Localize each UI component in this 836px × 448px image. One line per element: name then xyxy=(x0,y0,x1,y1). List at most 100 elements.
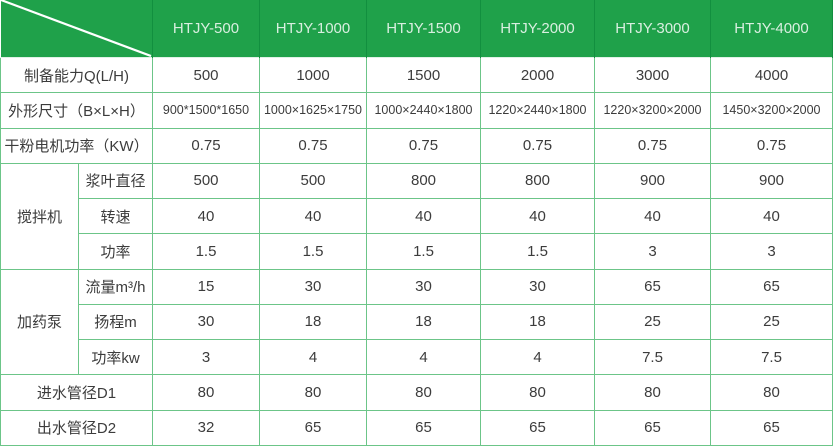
table-row-dimensions: 外形尺寸（B×L×H） 900*1500*1650 1000×1625×1750… xyxy=(0,92,833,129)
row-label: 制备能力Q(L/H) xyxy=(0,56,153,94)
row-label: 出水管径D2 xyxy=(0,409,153,447)
column-header-model: HTJY-1500 xyxy=(366,0,481,58)
column-header-model: HTJY-4000 xyxy=(710,0,833,58)
column-header-model: HTJY-1000 xyxy=(259,0,367,58)
cell-value: 1450×3200×2000 xyxy=(710,92,833,129)
cell-value: 500 xyxy=(259,162,367,200)
cell-value: 1220×3200×2000 xyxy=(594,92,711,129)
cell-value: 25 xyxy=(710,303,833,341)
sub-row-label: 浆叶直径 xyxy=(78,162,153,200)
cell-value: 3000 xyxy=(594,56,711,94)
diagonal-divider-icon xyxy=(0,0,151,57)
cell-value: 900*1500*1650 xyxy=(152,92,260,129)
cell-value: 0.75 xyxy=(259,127,367,164)
corner-cell xyxy=(0,0,153,58)
cell-value: 80 xyxy=(152,374,260,411)
cell-value: 0.75 xyxy=(366,127,481,164)
cell-value: 1220×2440×1800 xyxy=(480,92,595,129)
table-row-mixer-blade-diameter: 搅拌机 浆叶直径 500 500 800 800 900 900 xyxy=(0,162,833,270)
cell-value: 40 xyxy=(480,198,595,235)
column-header-model: HTJY-2000 xyxy=(480,0,595,58)
sub-row-label: 流量m³/h xyxy=(78,268,153,305)
column-header-model: HTJY-3000 xyxy=(594,0,711,58)
cell-value: 18 xyxy=(366,303,481,341)
cell-value: 25 xyxy=(594,303,711,341)
cell-value: 80 xyxy=(366,374,481,411)
cell-value: 65 xyxy=(710,409,833,447)
table-row-pump-power: 功率kw 3 4 4 4 7.5 7.5 xyxy=(1,339,833,376)
cell-value: 0.75 xyxy=(152,127,260,164)
cell-value: 40 xyxy=(594,198,711,235)
cell-value: 4000 xyxy=(710,56,833,94)
cell-value: 3 xyxy=(594,233,711,270)
cell-value: 30 xyxy=(366,268,481,305)
cell-value: 1.5 xyxy=(152,233,260,270)
cell-value: 1.5 xyxy=(366,233,481,270)
cell-value: 500 xyxy=(152,56,260,94)
cell-value: 80 xyxy=(259,374,367,411)
table-row-pump-flow: 加药泵 流量m³/h 15 30 30 30 65 65 xyxy=(0,268,833,376)
cell-value: 3 xyxy=(710,233,833,270)
table-row-outlet-pipe: 出水管径D2 32 65 65 65 65 65 xyxy=(0,409,833,447)
cell-value: 4 xyxy=(480,339,595,376)
cell-value: 800 xyxy=(366,162,481,200)
table-row-inlet-pipe: 进水管径D1 80 80 80 80 80 80 xyxy=(0,374,833,411)
table-row-dry-powder-motor-power: 干粉电机功率（KW） 0.75 0.75 0.75 0.75 0.75 0.75 xyxy=(0,127,833,164)
cell-value: 18 xyxy=(480,303,595,341)
sub-row-label: 转速 xyxy=(78,198,153,235)
cell-value: 1000 xyxy=(259,56,367,94)
cell-value: 40 xyxy=(710,198,833,235)
row-label: 外形尺寸（B×L×H） xyxy=(0,92,153,129)
cell-value: 1000×2440×1800 xyxy=(366,92,481,129)
column-header-model: HTJY-500 xyxy=(152,0,260,58)
sub-row-label: 扬程m xyxy=(78,303,153,341)
cell-value: 18 xyxy=(259,303,367,341)
cell-value: 1000×1625×1750 xyxy=(259,92,367,129)
cell-value: 1.5 xyxy=(259,233,367,270)
cell-value: 30 xyxy=(480,268,595,305)
group-label-mixer: 搅拌机 xyxy=(0,162,79,270)
table-row-mixer-speed: 转速 40 40 40 40 40 40 xyxy=(1,198,833,235)
cell-value: 2000 xyxy=(480,56,595,94)
cell-value: 65 xyxy=(366,409,481,447)
cell-value: 65 xyxy=(259,409,367,447)
cell-value: 7.5 xyxy=(710,339,833,376)
sub-row-label: 功率kw xyxy=(78,339,153,376)
cell-value: 500 xyxy=(152,162,260,200)
cell-value: 800 xyxy=(480,162,595,200)
table-row-capacity: 制备能力Q(L/H) 500 1000 1500 2000 3000 4000 xyxy=(0,56,833,94)
cell-value: 30 xyxy=(259,268,367,305)
cell-value: 40 xyxy=(152,198,260,235)
cell-value: 40 xyxy=(259,198,367,235)
header-row: HTJY-500 HTJY-1000 HTJY-1500 HTJY-2000 H… xyxy=(0,0,833,58)
cell-value: 0.75 xyxy=(594,127,711,164)
cell-value: 15 xyxy=(152,268,260,305)
row-label: 进水管径D1 xyxy=(0,374,153,411)
cell-value: 65 xyxy=(594,409,711,447)
cell-value: 0.75 xyxy=(710,127,833,164)
cell-value: 4 xyxy=(259,339,367,376)
cell-value: 900 xyxy=(710,162,833,200)
group-label-dosing-pump: 加药泵 xyxy=(0,268,79,376)
cell-value: 65 xyxy=(480,409,595,447)
cell-value: 65 xyxy=(710,268,833,305)
cell-value: 1.5 xyxy=(480,233,595,270)
cell-value: 80 xyxy=(480,374,595,411)
table-row-pump-head: 扬程m 30 18 18 18 25 25 xyxy=(1,303,833,341)
cell-value: 40 xyxy=(366,198,481,235)
cell-value: 30 xyxy=(152,303,260,341)
cell-value: 900 xyxy=(594,162,711,200)
cell-value: 1500 xyxy=(366,56,481,94)
cell-value: 80 xyxy=(594,374,711,411)
cell-value: 32 xyxy=(152,409,260,447)
sub-row-label: 功率 xyxy=(78,233,153,270)
table-row-mixer-power: 功率 1.5 1.5 1.5 1.5 3 3 xyxy=(1,233,833,270)
cell-value: 80 xyxy=(710,374,833,411)
cell-value: 3 xyxy=(152,339,260,376)
cell-value: 65 xyxy=(594,268,711,305)
cell-value: 7.5 xyxy=(594,339,711,376)
row-label: 干粉电机功率（KW） xyxy=(0,127,153,164)
cell-value: 0.75 xyxy=(480,127,595,164)
